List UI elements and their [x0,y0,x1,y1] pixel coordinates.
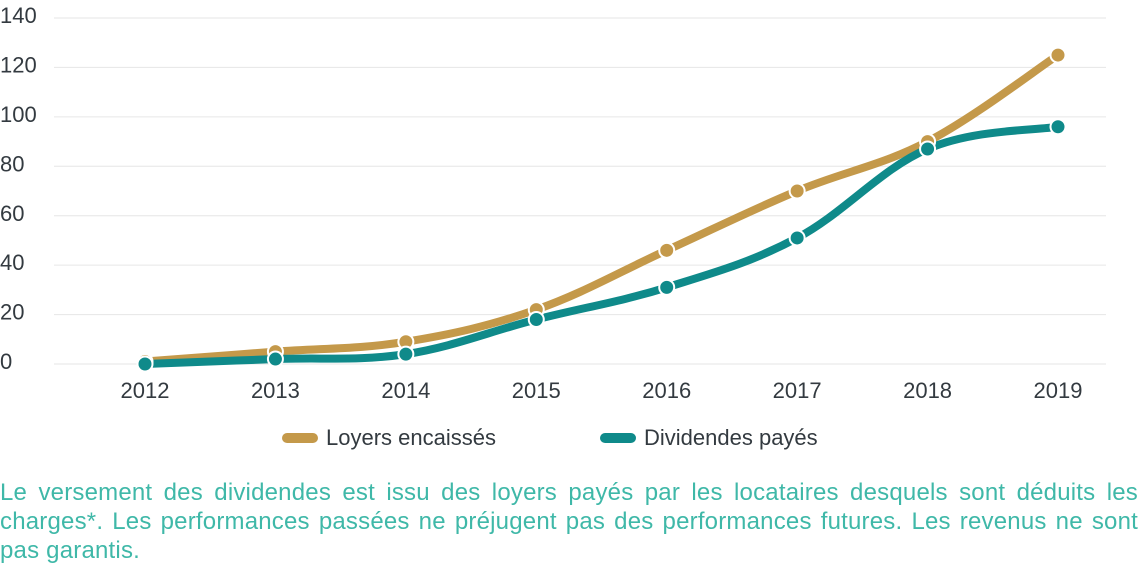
data-point [1049,118,1067,136]
data-point [788,182,806,200]
footnote-text: Le versement des dividendes est issu des… [0,479,1138,564]
data-point [658,278,676,296]
x-tick-label: 2019 [1034,378,1083,403]
data-point [527,311,545,329]
legend-label-loyers: Loyers encaissés [326,425,496,450]
y-tick-label: 40 [0,250,24,275]
x-tick-label: 2012 [121,378,170,403]
y-tick-label: 20 [0,300,24,325]
data-point [136,355,154,373]
data-point [658,241,676,259]
series-line-0 [141,51,1062,366]
y-tick-label: 80 [0,151,24,176]
legend-swatch-dividendes [600,433,636,443]
chart-legend: Loyers encaissés Dividendes payés [0,420,1138,456]
x-tick-label: 2013 [251,378,300,403]
legend-item-loyers: Loyers encaissés [282,420,496,456]
y-tick-label: 100 [0,102,37,127]
x-axis-tick-labels: 2012 2013 2014 2015 2016 2017 2018 2019 [121,378,1083,403]
data-point [788,229,806,247]
data-point [919,140,937,158]
legend-item-dividendes: Dividendes payés [600,420,818,456]
y-axis-tick-labels: 0 20 40 60 80 100 120 140 [0,3,37,374]
y-tick-label: 0 [0,349,12,374]
x-tick-label: 2014 [381,378,430,403]
y-tick-label: 60 [0,201,24,226]
x-tick-label: 2018 [903,378,952,403]
gridlines [54,17,1106,365]
x-tick-label: 2016 [642,378,691,403]
series-points [136,46,1067,373]
x-tick-label: 2017 [773,378,822,403]
legend-swatch-loyers [282,433,318,443]
y-tick-label: 120 [0,53,37,78]
data-point [397,345,415,363]
legend-label-dividendes: Dividendes payés [644,425,818,450]
series-line-1 [141,122,1062,368]
series-lines [141,51,1062,368]
x-tick-label: 2015 [512,378,561,403]
data-point [1049,46,1067,64]
y-tick-label: 140 [0,3,37,28]
data-point [266,350,284,368]
